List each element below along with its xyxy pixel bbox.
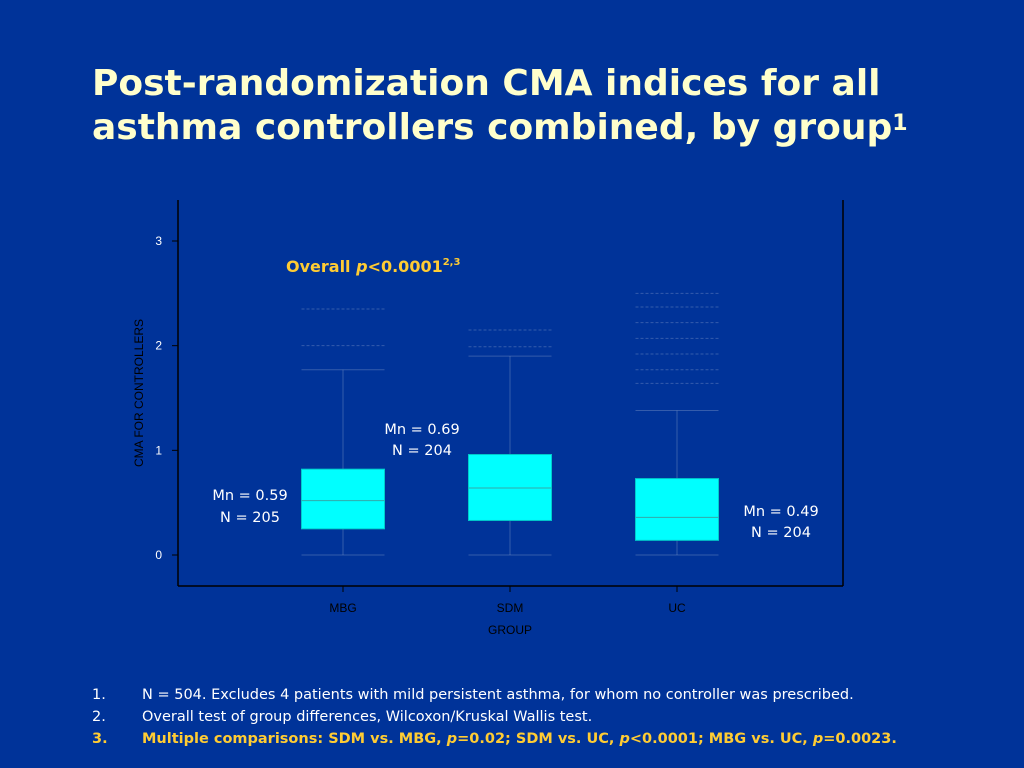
footnote-segment: =0.0023. — [823, 731, 897, 747]
overall-p: p — [356, 257, 368, 276]
mean-label: Mn = 0.59 — [212, 488, 287, 504]
footnote-segment: Multiple comparisons: SDM vs. MBG, — [142, 731, 447, 747]
footnote-text: Multiple comparisons: SDM vs. MBG, p=0.0… — [142, 728, 897, 750]
title-superscript: 1 — [892, 111, 908, 136]
x-tick-label: UC — [668, 601, 686, 615]
x-tick-label: SDM — [497, 601, 524, 615]
footnote-2: 2. Overall test of group differences, Wil… — [92, 706, 1022, 728]
y-axis-label: CMA FOR CONTROLLERS — [132, 319, 146, 467]
overall-superscript: 2,3 — [442, 257, 461, 268]
footnote-1: 1. N = 504. Excludes 4 patients with mild… — [92, 684, 1022, 706]
footnote-text: N = 504. Excludes 4 patients with mild p… — [142, 687, 854, 703]
p-symbol: p — [812, 731, 824, 747]
box-plot-chart: 0 1 2 3 CMA FOR CONTROLLERS MBG SDM UC GROUP Mn =… — [132, 200, 844, 637]
footnote-number: 2. — [92, 709, 106, 725]
overall-prefix: Overall — [286, 257, 357, 276]
y-tick-label: 0 — [155, 548, 162, 562]
y-tick-label: 3 — [155, 234, 162, 248]
overall-p-annotation: Overall p<0.00012,3 — [286, 257, 460, 276]
footnote-3: 3. Multiple comparisons: SDM vs. MBG, p=0… — [92, 728, 1022, 750]
mean-label: Mn = 0.69 — [384, 422, 459, 438]
slide-title-text: Post-randomization CMA indices for all a… — [92, 63, 893, 148]
y-tick-label: 1 — [155, 443, 162, 457]
n-label: N = 204 — [751, 525, 811, 541]
footnote-segment: =0.02; SDM vs. UC, — [457, 731, 620, 747]
box-mbg — [301, 468, 385, 530]
box-uc — [635, 478, 719, 541]
x-axis-label: GROUP — [488, 623, 532, 637]
p-symbol: p — [446, 731, 458, 747]
y-tick-label: 2 — [155, 339, 162, 353]
overall-value: <0.0001 — [367, 257, 443, 276]
mean-label: Mn = 0.49 — [743, 504, 818, 520]
n-label: N = 204 — [392, 443, 452, 459]
footnote-segment: <0.0001; MBG vs. UC, — [629, 731, 813, 747]
footnotes: 1. N = 504. Excludes 4 patients with mild… — [92, 684, 1022, 750]
footnote-number: 1. — [92, 687, 106, 703]
n-label: N = 205 — [220, 510, 280, 526]
footnote-number: 3. — [92, 731, 108, 747]
box-sdm — [468, 454, 552, 521]
p-symbol: p — [619, 731, 630, 747]
footnote-text: Overall test of group differences, Wilco… — [142, 709, 593, 725]
slide-title: Post-randomization CMA indices for all a… — [92, 62, 1012, 150]
x-tick-label: MBG — [329, 601, 356, 615]
